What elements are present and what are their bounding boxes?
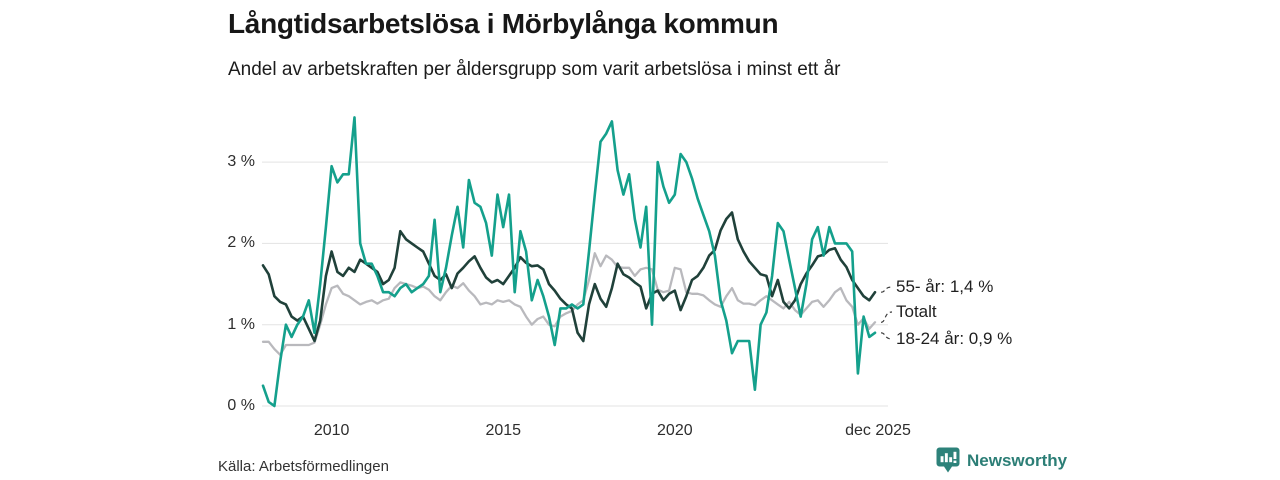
y-axis-tick: 2 % bbox=[227, 234, 255, 252]
label-connector-lines bbox=[880, 286, 893, 340]
y-axis-tick: 3 % bbox=[227, 153, 255, 171]
page-subtitle: Andel av arbetskraften per åldersgrupp s… bbox=[228, 59, 841, 80]
source-note: Källa: Arbetsförmedlingen bbox=[218, 458, 389, 475]
series-end-label-55: 55- år: 1,4 % bbox=[896, 277, 994, 296]
newsworthy-wordmark: Newsworthy bbox=[967, 450, 1068, 470]
x-axis-tick: 2010 bbox=[313, 422, 350, 439]
series-lines bbox=[261, 116, 877, 408]
x-axis-tick: dec 2025 bbox=[845, 422, 911, 439]
series-end-label-totalt: Totalt bbox=[896, 302, 937, 321]
y-axis-tick: 1 % bbox=[227, 315, 255, 333]
newsworthy-bubble-chart-icon bbox=[936, 447, 960, 474]
x-axis-tick: 2015 bbox=[485, 422, 522, 439]
x-axis-tick: 2020 bbox=[657, 422, 693, 439]
gridlines bbox=[262, 161, 888, 407]
y-axis-tick: 0 % bbox=[227, 397, 255, 414]
newsworthy-logo: Newsworthy bbox=[936, 447, 1067, 474]
series-end-label-18-24: 18-24 år: 0,9 % bbox=[896, 329, 1013, 348]
page-title: Långtidsarbetslösa i Mörbylånga kommun bbox=[228, 8, 779, 39]
